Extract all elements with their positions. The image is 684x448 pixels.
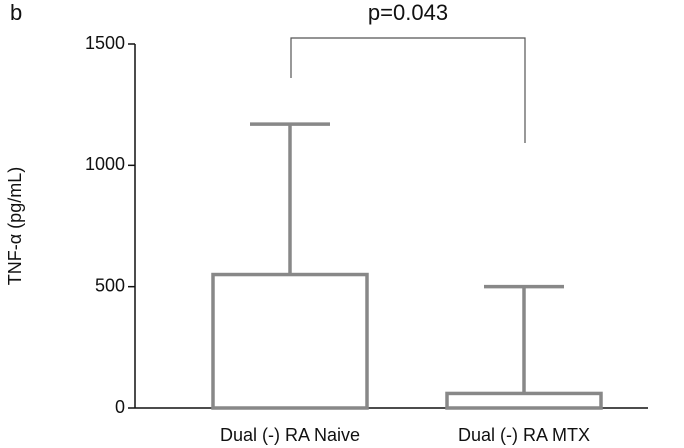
x-tick-label: Dual (-) RA MTX xyxy=(458,425,590,445)
panel-label: b xyxy=(10,0,22,25)
y-tick-label: 1000 xyxy=(85,154,125,174)
significance-bracket xyxy=(290,37,526,143)
y-tick-label: 500 xyxy=(95,275,125,295)
y-axis-label: TNF-α (pg/mL) xyxy=(5,167,25,285)
y-tick-label: 1500 xyxy=(85,33,125,53)
bar xyxy=(211,272,369,410)
y-tick-label: 0 xyxy=(115,397,125,417)
x-tick-label: Dual (-) RA Naive xyxy=(220,425,360,445)
annotation: p=0.043 xyxy=(368,0,448,25)
bar xyxy=(445,391,603,410)
